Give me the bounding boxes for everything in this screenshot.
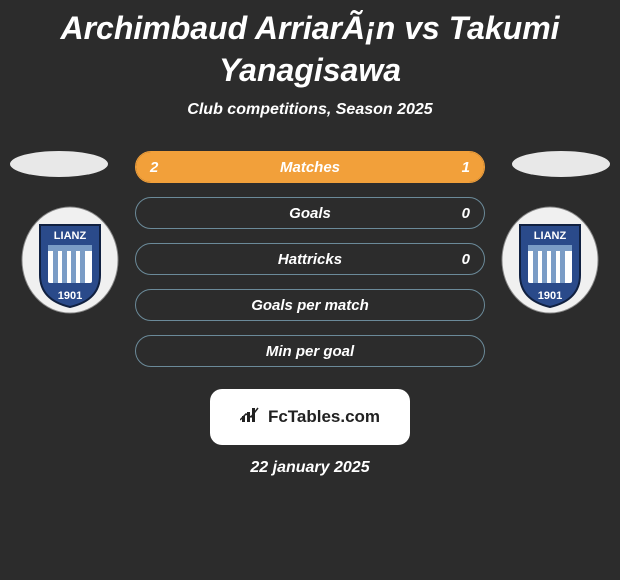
stat-label: Hattricks bbox=[278, 251, 342, 268]
shield-icon: LIANZ 1901 bbox=[20, 205, 120, 315]
player-oval-right bbox=[512, 151, 610, 177]
stat-value-right: 0 bbox=[462, 205, 470, 222]
badge-year-text: 1901 bbox=[58, 290, 82, 302]
subtitle: Club competitions, Season 2025 bbox=[0, 101, 620, 119]
shield-icon: LIANZ 1901 bbox=[500, 205, 600, 315]
club-badge-left: LIANZ 1901 bbox=[20, 205, 120, 315]
date-label: 22 january 2025 bbox=[0, 459, 620, 477]
player-oval-left bbox=[10, 151, 108, 177]
stat-label: Goals bbox=[289, 205, 331, 222]
stat-value-right: 0 bbox=[462, 251, 470, 268]
club-badge-right: LIANZ 1901 bbox=[500, 205, 600, 315]
stat-row: Min per goal bbox=[135, 335, 485, 367]
stat-label: Min per goal bbox=[266, 343, 354, 360]
stat-row: Hattricks 0 bbox=[135, 243, 485, 275]
badge-top-text: LIANZ bbox=[534, 230, 567, 242]
badge-year-text: 1901 bbox=[538, 290, 562, 302]
brand-label: FcTables.com bbox=[268, 407, 380, 427]
comparison-area: LIANZ 1901 LIANZ 1901 2Matches1Goals0Hat… bbox=[0, 151, 620, 477]
stats-list: 2 Matches 1 Goals 0 Hattricks 0 Goals per match… bbox=[135, 151, 485, 367]
chart-icon bbox=[240, 406, 262, 429]
badge-top-text: LIANZ bbox=[54, 230, 87, 242]
stat-row: 2 Matches 1 bbox=[135, 151, 485, 183]
stat-row: Goals 0 bbox=[135, 197, 485, 229]
page-title: Archimbaud ArriarÃ¡n vs Takumi Yanagisaw… bbox=[0, 0, 620, 95]
stat-row: Goals per match bbox=[135, 289, 485, 321]
stat-label: Goals per match bbox=[251, 297, 369, 314]
brand-box: FcTables.com bbox=[210, 389, 410, 445]
stat-label: Matches bbox=[280, 159, 340, 176]
stat-value-right: 1 bbox=[462, 159, 470, 176]
stat-value-left: 2 bbox=[150, 159, 158, 176]
